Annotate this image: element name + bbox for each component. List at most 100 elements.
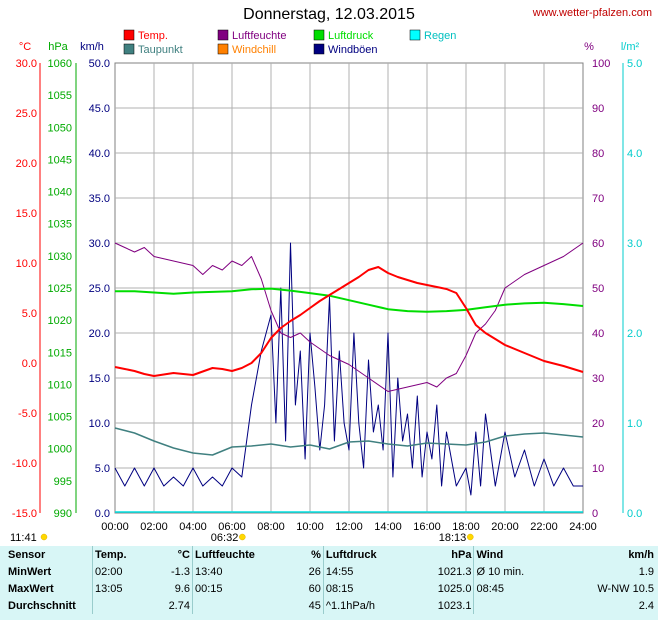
pressure-series-line xyxy=(115,287,584,313)
x-tick-label: 00:00 xyxy=(101,521,129,533)
summary-pressure-time: 08:15 xyxy=(322,580,413,597)
pressure-tick-label: 990 xyxy=(54,508,72,520)
humidity-tick-label: 40 xyxy=(592,328,604,340)
sunrise-time-label: 06:32 xyxy=(211,532,239,544)
wind-tick-label: 0.0 xyxy=(95,508,110,520)
humidity-tick-label: 50 xyxy=(592,283,604,295)
sun-icon xyxy=(40,533,48,541)
pressure-tick-label: 1040 xyxy=(48,187,72,199)
temp-series-line xyxy=(114,266,584,377)
summary-humidity-value: 60 xyxy=(308,582,321,595)
pressure-tick-label: 995 xyxy=(54,476,72,488)
dewpoint-series-line xyxy=(114,427,584,456)
humidity-tick-label: 80 xyxy=(592,148,604,160)
summary-pressure-time: ^1.1hPa/h xyxy=(322,597,413,614)
culmination-time-label: 11:41 xyxy=(10,532,37,544)
legend-label: Windböen xyxy=(328,44,378,56)
summary-header-pressure: Luftdruck xyxy=(322,546,413,563)
wind-gust-series-line xyxy=(114,242,583,496)
rain-tick-label: 2.0 xyxy=(627,328,642,340)
legend-label: Regen xyxy=(424,30,456,42)
pressure-tick-label: 1050 xyxy=(48,122,72,134)
pressure-tick-label: 1015 xyxy=(48,347,72,359)
legend-label: Luftfeuchte xyxy=(232,30,286,42)
legend-label: Windchill xyxy=(232,44,276,56)
summary-row-average: Durchschnitt 2.74 45 ^1.1hPa/h 1023.1 2.… xyxy=(6,597,656,614)
x-tick-label: 04:00 xyxy=(179,521,207,533)
humidity-tick-label: 100 xyxy=(592,58,610,70)
legend-swatch xyxy=(123,43,135,55)
pressure-tick-label: 1030 xyxy=(48,251,72,263)
x-tick-label: 14:00 xyxy=(374,521,402,533)
rain-tick-label: 5.0 xyxy=(627,58,642,70)
summary-row-label: MinWert xyxy=(8,565,52,578)
summary-wind-value: 1.9 xyxy=(638,565,654,578)
summary-header-pressure-unit: hPa xyxy=(451,548,472,561)
humidity-tick-label: 70 xyxy=(592,193,604,205)
humidity-tick-label: 20 xyxy=(592,418,604,430)
humidity-tick-label: 60 xyxy=(592,238,604,250)
page-title: Donnerstag, 12.03.2015 xyxy=(243,6,415,23)
summary-header-humidity-unit: % xyxy=(311,548,321,561)
pressure-tick-label: 1000 xyxy=(48,444,72,456)
wind-tick-label: 15.0 xyxy=(89,373,110,385)
temp-tick-label: -5.0 xyxy=(18,408,37,420)
temp-tick-label: 5.0 xyxy=(22,308,37,320)
summary-pressure-time: 14:55 xyxy=(322,563,413,580)
wind-tick-label: 20.0 xyxy=(89,328,110,340)
summary-wind-value: W-NW 10.5 xyxy=(597,582,654,595)
summary-header-temp: Temp. xyxy=(91,546,151,563)
site-link[interactable]: www.wetter-pfalzen.com xyxy=(532,7,652,19)
summary-wind-value: 2.4 xyxy=(638,599,654,612)
summary-header-humidity: Luftfeuchte xyxy=(191,546,297,563)
summary-header-temp-unit: °C xyxy=(177,548,190,561)
summary-temp-time: 02:00 xyxy=(91,563,151,580)
sun-icon xyxy=(467,533,474,541)
humidity-tick-label: 90 xyxy=(592,103,604,115)
temp-tick-label: 15.0 xyxy=(16,208,37,220)
sun-icon xyxy=(239,533,246,541)
legend-swatch xyxy=(123,29,135,41)
summary-temp-time: 13:05 xyxy=(91,580,151,597)
summary-humidity-time: 00:15 xyxy=(191,580,297,597)
summary-header-sensor: Sensor xyxy=(8,548,46,561)
pressure-tick-label: 1025 xyxy=(48,283,72,295)
summary-row-min: MinWert 02:00 -1.3 13:40 26 14:55 1021.3… xyxy=(6,563,656,580)
summary-pressure-value: 1021.3 xyxy=(437,565,472,578)
rain-tick-label: 0.0 xyxy=(627,508,642,520)
weather-chart: 00:00 02:00 04:00 06:00 08:00 10:00 12:00 14:00… xyxy=(10,29,642,544)
summary-row-label: MaxWert xyxy=(8,582,54,595)
summary-pressure-value: 1025.0 xyxy=(437,582,472,595)
pressure-tick-label: 1060 xyxy=(48,58,72,70)
summary-wind-time: Ø 10 min. xyxy=(473,563,559,580)
humidity-tick-label: 30 xyxy=(592,373,604,385)
x-tick-label: 22:00 xyxy=(530,521,558,533)
wind-tick-label: 35.0 xyxy=(89,193,110,205)
x-tick-label: 12:00 xyxy=(335,521,363,533)
wind-tick-label: 5.0 xyxy=(95,463,110,475)
rain-tick-label: 4.0 xyxy=(627,148,642,160)
legend-swatch xyxy=(313,29,325,41)
legend-swatch xyxy=(217,29,229,41)
legend-label: Taupunkt xyxy=(138,44,183,56)
temp-tick-label: -10.0 xyxy=(12,458,37,470)
summary-pressure-value: 1023.1 xyxy=(437,599,472,612)
summary-temp-value: -1.3 xyxy=(171,565,190,578)
summary-header-wind: Wind xyxy=(473,546,559,563)
wind-tick-label: 40.0 xyxy=(89,148,110,160)
humidity-tick-label: 0 xyxy=(592,508,598,520)
temp-tick-label: 30.0 xyxy=(16,58,37,70)
x-tick-label: 16:00 xyxy=(413,521,441,533)
legend-swatch xyxy=(409,29,421,41)
temp-tick-label: 0.0 xyxy=(22,358,37,370)
legend-label: Temp. xyxy=(138,30,168,42)
wind-tick-label: 50.0 xyxy=(89,58,110,70)
humidity-series-line xyxy=(114,242,584,392)
x-tick-label: 08:00 xyxy=(257,521,285,533)
temp-unit-label: °C xyxy=(19,41,31,53)
x-tick-label: 10:00 xyxy=(296,521,324,533)
rain-unit-label: l/m² xyxy=(621,41,640,53)
summary-humidity-value: 45 xyxy=(308,599,321,612)
pressure-tick-label: 1035 xyxy=(48,219,72,231)
summary-humidity-time: 13:40 xyxy=(191,563,297,580)
